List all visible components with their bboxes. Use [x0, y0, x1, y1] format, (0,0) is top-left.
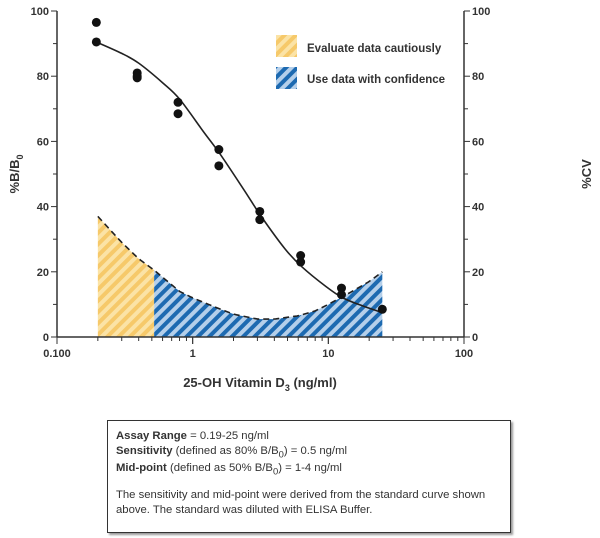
- data-point: [336, 290, 346, 300]
- legend: Evaluate data cautiously Use data with c…: [276, 35, 445, 89]
- assay-info-box: Assay Range = 0.19-25 ng/ml Sensitivity …: [107, 420, 511, 533]
- y2-tick-label: 60: [472, 136, 484, 148]
- x-axis-label: 25-OH Vitamin D3 (ng/ml): [183, 375, 337, 393]
- y-tick-label: 80: [37, 71, 49, 83]
- data-point: [91, 37, 101, 47]
- x-tick-label: 100: [455, 348, 473, 360]
- data-point: [173, 109, 183, 119]
- data-point: [132, 71, 142, 81]
- caution-area: [97, 216, 155, 337]
- chart: 0 0 20 20 40 40 60 60 80 80 100 100 0.100 1 10 100 Eval…: [7, 6, 594, 393]
- data-point: [255, 206, 265, 216]
- assay-range: Assay Range = 0.19-25 ng/ml: [116, 430, 269, 442]
- y-tick-label: 40: [37, 202, 49, 214]
- sensitivity: Sensitivity (defined as 80% B/B0) = 0.5 …: [116, 444, 347, 459]
- legend-label-confidence: Use data with confidence: [307, 74, 445, 86]
- legend-label-caution: Evaluate data cautiously: [307, 43, 442, 55]
- y-tick-label: 20: [37, 267, 49, 279]
- x-tick-label: 10: [322, 348, 334, 360]
- y2-tick-label: 80: [472, 71, 484, 83]
- data-point: [296, 251, 306, 260]
- data-point: [214, 145, 224, 155]
- marks: [91, 17, 387, 320]
- y-tick-label: 0: [43, 332, 49, 344]
- data-point: [296, 257, 306, 267]
- data-point: [377, 304, 387, 314]
- data-point: [173, 97, 183, 107]
- legend-swatch-confidence: [276, 67, 297, 89]
- y-tick-label: 60: [37, 136, 49, 148]
- confidence-area: [154, 270, 383, 337]
- x-tick-label: 0.100: [43, 348, 71, 360]
- data-point: [255, 215, 265, 225]
- y-tick-label: 100: [31, 6, 49, 18]
- y2-tick-label: 100: [472, 6, 490, 18]
- y2-tick-label: 20: [472, 267, 484, 279]
- cv-curve: [97, 215, 383, 320]
- legend-swatch-caution: [276, 35, 297, 57]
- data-point: [91, 17, 101, 27]
- x-tick-label: 1: [190, 348, 196, 360]
- y2-axis-label: %CV: [579, 159, 594, 189]
- data-point: [336, 283, 346, 293]
- y2-tick-label: 0: [472, 332, 478, 344]
- mid-point: Mid-point (defined as 50% B/B0) = 1-4 ng…: [116, 462, 342, 477]
- data-point: [214, 161, 224, 171]
- note: The sensitivity and mid-point were deriv…: [116, 489, 486, 516]
- y2-tick-label: 40: [472, 202, 484, 214]
- axes: 0 0 20 20 40 40 60 60 80 80 100 100 0.100 1 10 100: [31, 6, 491, 360]
- y-axis-label: %B/B0: [7, 155, 25, 194]
- cv-areas: [97, 216, 383, 337]
